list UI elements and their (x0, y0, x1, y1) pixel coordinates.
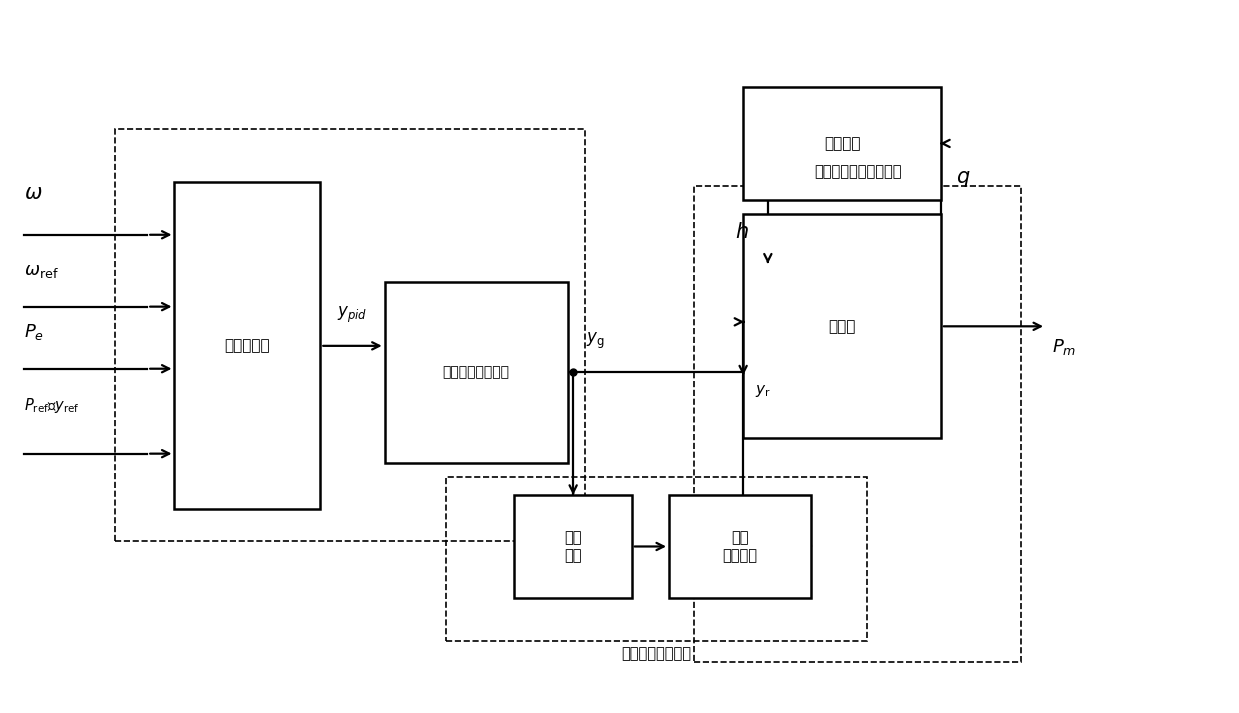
Text: 浆叶控制系统模型: 浆叶控制系统模型 (622, 646, 691, 661)
Bar (694, 186, 1021, 662)
Text: 导叶控制系统模型: 导叶控制系统模型 (442, 366, 509, 379)
Text: $P_{\rm ref}$或$y_{\rm ref}$: $P_{\rm ref}$或$y_{\rm ref}$ (24, 396, 79, 414)
Text: $q$: $q$ (955, 169, 970, 189)
Text: 水轮机: 水轮机 (829, 319, 856, 334)
Bar (115, 129, 585, 541)
Text: 浆叶
随动系统: 浆叶 随动系统 (722, 530, 757, 563)
Text: 引水系统: 引水系统 (824, 136, 860, 151)
Bar (743, 86, 940, 200)
Text: $h$: $h$ (736, 222, 750, 242)
Text: $y_{\rm r}$: $y_{\rm r}$ (756, 383, 772, 399)
Bar (175, 183, 321, 509)
Bar (384, 282, 567, 463)
Text: $\omega$: $\omega$ (24, 183, 42, 202)
Text: $\omega_{\rm ref}$: $\omega_{\rm ref}$ (24, 262, 58, 279)
Text: 调速器模型: 调速器模型 (224, 339, 270, 354)
Bar (446, 477, 867, 640)
Text: 协联
装置: 协联 装置 (565, 530, 582, 563)
Text: $P_m$: $P_m$ (1052, 337, 1077, 357)
Bar (743, 215, 940, 438)
Text: $y_{\rm g}$: $y_{\rm g}$ (586, 331, 605, 352)
Text: $P_e$: $P_e$ (24, 322, 43, 342)
Text: $y_{pid}$: $y_{pid}$ (337, 304, 368, 324)
Bar (669, 495, 812, 598)
Bar (514, 495, 632, 598)
Text: 水轮机及引水系统模型: 水轮机及引水系统模型 (814, 164, 902, 180)
